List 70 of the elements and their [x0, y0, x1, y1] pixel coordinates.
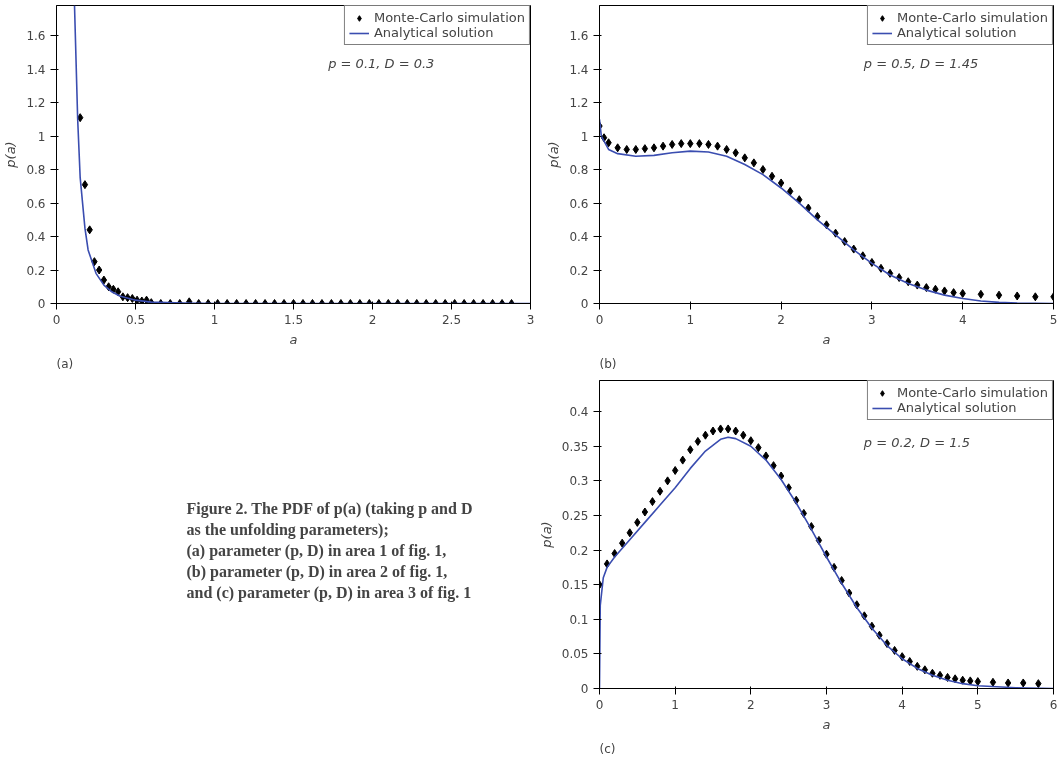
y-tick-label: 0 — [580, 682, 589, 696]
x-tick-label: 0 — [595, 312, 604, 327]
y-tick-label: 0.1 — [569, 612, 589, 627]
x-tick-label: 1.5 — [283, 312, 304, 327]
text: (a) — [56, 356, 74, 371]
text: as the unfolding parameters); — [186, 520, 389, 539]
text: (c) — [599, 741, 616, 756]
x-tick-label: 5 — [974, 697, 982, 712]
y-tick-label: 0.8 — [569, 163, 589, 178]
y-tick-label: 1.6 — [569, 29, 589, 44]
x-tick-label: 0.5 — [125, 312, 146, 327]
x-tick-label: 4 — [898, 697, 906, 712]
y-axis-title: p(a) — [3, 141, 19, 169]
x-axis-title: a — [822, 331, 831, 347]
y-tick-label: 1.4 — [26, 62, 46, 77]
y-tick-label: 0.8 — [26, 163, 46, 178]
x-tick-label: 2.5 — [441, 312, 462, 327]
y-tick-label: 0.2 — [26, 263, 46, 278]
y-axis-title: p(a) — [546, 141, 562, 169]
y-tick-label: 0.15 — [561, 578, 589, 593]
legend-label: Analytical solution — [373, 25, 494, 40]
y-tick-label: 0 — [37, 297, 46, 311]
y-tick-label: 0.2 — [569, 263, 589, 278]
x-tick-label: 1 — [671, 697, 679, 712]
text: and (c) parameter (p, D) in area 3 of fig. 1 — [186, 583, 472, 602]
y-tick-label: 0 — [580, 297, 589, 311]
y-tick-label: 0.4 — [569, 230, 589, 245]
y-tick-label: 0.35 — [561, 439, 589, 454]
y-tick-label: 1.6 — [26, 29, 46, 44]
y-tick-label: 0.4 — [569, 405, 589, 420]
text: (b) parameter (p, D) in area 2 of fig. 1, — [186, 562, 448, 581]
legend-label: Monte-Carlo simulation — [896, 10, 1048, 25]
x-tick-label: 4 — [958, 312, 967, 327]
x-tick-label: 0 — [595, 697, 604, 712]
x-axis-title: a — [822, 716, 831, 732]
legend-label: Analytical solution — [896, 25, 1017, 40]
y-axis-title: p(a) — [538, 521, 554, 549]
x-tick-label: 0 — [52, 312, 61, 327]
x-tick-label: 3 — [526, 312, 535, 327]
x-tick-label: 6 — [1049, 697, 1058, 712]
y-tick-label: 1 — [580, 129, 589, 144]
legend-label: Analytical solution — [896, 400, 1017, 415]
y-tick-label: 0.2 — [569, 543, 589, 558]
x-tick-label: 2 — [777, 312, 785, 327]
caption: Figure 2. The PDF of p(a) (taking p and D — [186, 499, 473, 518]
y-tick-label: 1.2 — [26, 96, 46, 111]
y-tick-label: 0.6 — [26, 196, 46, 211]
y-tick-label: 0.4 — [26, 230, 46, 245]
legend-label: Monte-Carlo simulation — [896, 385, 1048, 400]
x-axis-title: a — [289, 331, 298, 347]
legend-label: Monte-Carlo simulation — [373, 10, 525, 25]
x-tick-label: 3 — [868, 312, 876, 327]
y-tick-label: 0.6 — [569, 196, 589, 211]
x-tick-label: 5 — [1049, 312, 1058, 327]
y-tick-label: 1 — [37, 129, 46, 144]
x-tick-label: 2 — [368, 312, 377, 327]
x-tick-label: 1 — [686, 312, 695, 327]
y-tick-label: 0.3 — [569, 474, 589, 489]
x-tick-label: 3 — [822, 697, 831, 712]
y-tick-label: 1.2 — [569, 96, 589, 111]
y-tick-label: 0.05 — [561, 647, 589, 662]
annotation: p = 0.1, D = 0.3 — [327, 56, 435, 71]
text: (b) — [599, 356, 617, 371]
annotation: p = 0.5, D = 1.45 — [862, 56, 979, 71]
y-tick-label: 1.4 — [569, 62, 589, 77]
text: (a) parameter (p, D) in area 1 of fig. 1, — [186, 541, 447, 560]
annotation: p = 0.2, D = 1.5 — [862, 434, 970, 450]
y-tick-label: 0.25 — [561, 508, 589, 523]
x-tick-label: 1 — [210, 312, 219, 327]
x-tick-label: 2 — [747, 697, 755, 712]
